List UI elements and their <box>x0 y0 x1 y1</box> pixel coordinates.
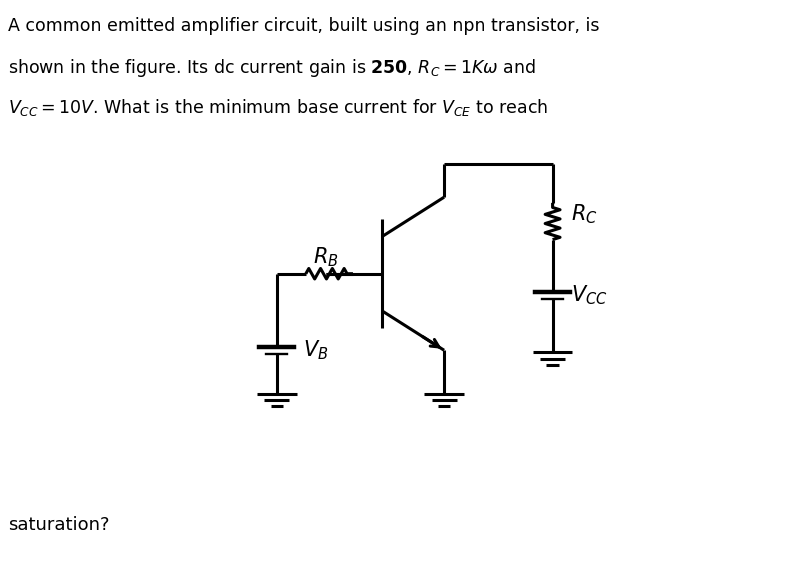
Text: shown in the figure. Its dc current gain is $\mathbf{250}$, $R_C = 1K\omega$ and: shown in the figure. Its dc current gain… <box>8 57 536 79</box>
Text: $V_{CC} = 10V$. What is the minimum base current for $V_{CE}$ to reach: $V_{CC} = 10V$. What is the minimum base… <box>8 97 548 118</box>
Text: saturation?: saturation? <box>8 516 110 534</box>
Text: $R_B$: $R_B$ <box>314 245 339 269</box>
Text: A common emitted amplifier circuit, built using an npn transistor, is: A common emitted amplifier circuit, buil… <box>8 17 599 35</box>
Text: $V_{CC}$: $V_{CC}$ <box>571 284 608 307</box>
Text: $R_C$: $R_C$ <box>571 203 598 227</box>
Text: $V_B$: $V_B$ <box>302 339 328 362</box>
